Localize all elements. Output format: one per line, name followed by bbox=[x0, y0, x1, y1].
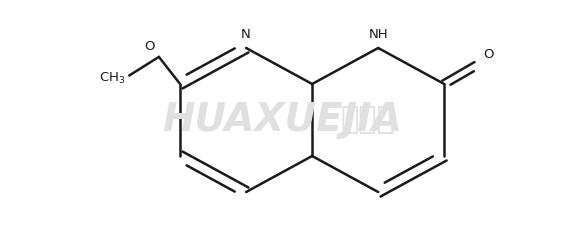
Text: NH: NH bbox=[368, 28, 388, 41]
Text: 化学加: 化学加 bbox=[341, 106, 396, 134]
Text: O: O bbox=[483, 48, 494, 61]
Text: O: O bbox=[144, 41, 155, 54]
Text: CH$_3$: CH$_3$ bbox=[98, 71, 125, 86]
Text: N: N bbox=[241, 28, 251, 41]
Text: HUAXUEJIA: HUAXUEJIA bbox=[163, 101, 402, 139]
